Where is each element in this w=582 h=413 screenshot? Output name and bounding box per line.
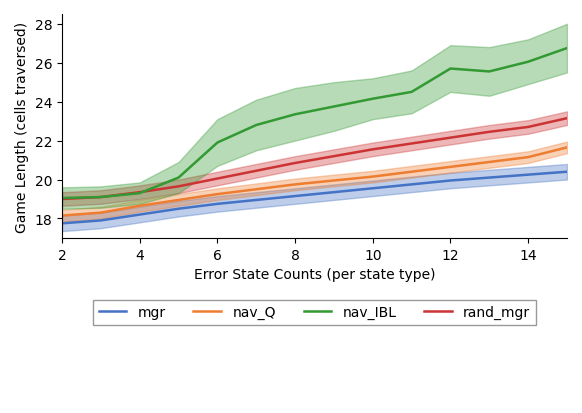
nav_IBL: [97, 195, 104, 200]
mgr: [486, 176, 493, 180]
nav_IBL: [175, 176, 182, 180]
rand_mgr: [59, 197, 66, 202]
mgr: [370, 186, 377, 191]
nav_IBL: [292, 112, 299, 117]
mgr: [59, 221, 66, 226]
rand_mgr: [331, 154, 338, 159]
nav_Q: [370, 175, 377, 180]
nav_IBL: [136, 191, 143, 196]
nav_IBL: [563, 47, 570, 52]
nav_IBL: [253, 123, 260, 128]
rand_mgr: [370, 147, 377, 152]
nav_Q: [563, 145, 570, 150]
mgr: [447, 178, 454, 183]
mgr: [292, 194, 299, 199]
rand_mgr: [214, 177, 221, 182]
mgr: [408, 183, 415, 188]
X-axis label: Error State Counts (per state type): Error State Counts (per state type): [194, 268, 435, 282]
nav_Q: [97, 211, 104, 216]
rand_mgr: [253, 169, 260, 174]
nav_Q: [408, 170, 415, 175]
nav_IBL: [524, 60, 531, 65]
rand_mgr: [447, 136, 454, 141]
nav_Q: [214, 192, 221, 197]
nav_Q: [253, 188, 260, 192]
Line: nav_Q: nav_Q: [62, 148, 567, 216]
mgr: [253, 198, 260, 203]
rand_mgr: [97, 195, 104, 200]
mgr: [524, 173, 531, 178]
rand_mgr: [136, 190, 143, 195]
nav_Q: [59, 214, 66, 218]
mgr: [563, 170, 570, 175]
nav_IBL: [408, 90, 415, 95]
rand_mgr: [175, 184, 182, 189]
nav_Q: [447, 165, 454, 170]
nav_Q: [486, 160, 493, 165]
nav_IBL: [214, 141, 221, 146]
rand_mgr: [408, 142, 415, 147]
Line: rand_mgr: rand_mgr: [62, 119, 567, 199]
mgr: [331, 190, 338, 195]
Legend: mgr, nav_Q, nav_IBL, rand_mgr: mgr, nav_Q, nav_IBL, rand_mgr: [93, 300, 536, 325]
nav_Q: [136, 204, 143, 209]
mgr: [214, 202, 221, 207]
Line: nav_IBL: nav_IBL: [62, 49, 567, 199]
nav_IBL: [486, 70, 493, 75]
Y-axis label: Game Length (cells traversed): Game Length (cells traversed): [15, 21, 29, 232]
Line: mgr: mgr: [62, 172, 567, 224]
nav_IBL: [59, 196, 66, 201]
nav_Q: [175, 198, 182, 203]
nav_IBL: [447, 67, 454, 72]
mgr: [97, 218, 104, 223]
nav_IBL: [331, 105, 338, 110]
rand_mgr: [563, 116, 570, 121]
nav_Q: [292, 183, 299, 188]
mgr: [175, 207, 182, 212]
rand_mgr: [486, 130, 493, 135]
nav_Q: [331, 178, 338, 183]
nav_Q: [524, 155, 531, 160]
mgr: [136, 213, 143, 218]
rand_mgr: [524, 125, 531, 130]
nav_IBL: [370, 97, 377, 102]
rand_mgr: [292, 161, 299, 166]
